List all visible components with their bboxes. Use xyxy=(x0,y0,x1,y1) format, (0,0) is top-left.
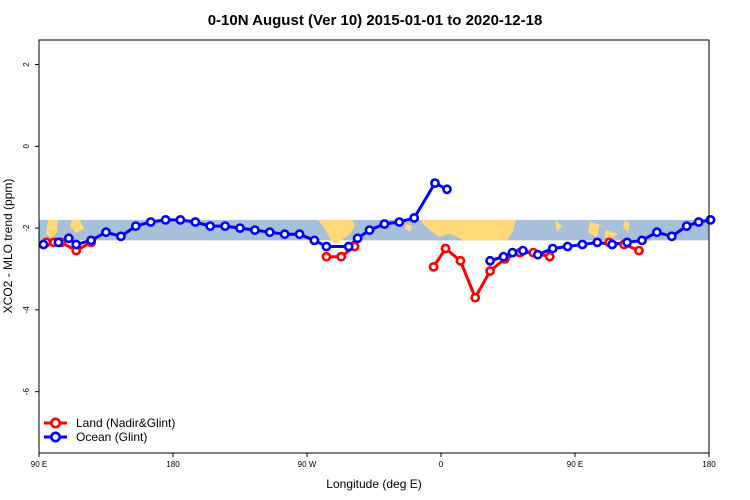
chart-title: 0-10N August (Ver 10) 2015-01-01 to 2020… xyxy=(208,12,543,29)
y-tick-label: -6 xyxy=(22,388,31,396)
land-nadir-glint-point xyxy=(544,251,555,262)
ocean-glint-point xyxy=(430,178,440,188)
x-tick-label: 180 xyxy=(166,460,180,469)
ocean-glint-point xyxy=(562,241,573,252)
ocean-glint-point xyxy=(498,251,509,262)
ocean-glint-point xyxy=(607,239,618,250)
y-tick-label: -4 xyxy=(22,306,31,314)
ocean-glint-point xyxy=(622,237,632,248)
ocean-glint-point xyxy=(705,214,716,225)
land-shape xyxy=(405,223,412,232)
ocean-glint-point xyxy=(63,233,74,244)
land-nadir-glint-point xyxy=(321,251,332,262)
ocean-glint-point xyxy=(264,227,275,238)
ocean-glint-point xyxy=(681,221,692,231)
ocean-glint-point xyxy=(220,221,230,231)
ocean-glint-point xyxy=(379,219,390,229)
legend: Land (Nadir&Glint)Ocean (Glint) xyxy=(44,416,175,444)
ocean-glint-point xyxy=(116,231,126,242)
ocean-glint-point xyxy=(235,223,245,233)
land-nadir-glint-point xyxy=(470,292,481,303)
legend-marker-land-nadir-glint xyxy=(49,417,61,429)
ocean-glint-point xyxy=(160,214,171,225)
y-tick-label: 0 xyxy=(22,144,31,149)
ocean-glint-point xyxy=(130,221,141,231)
land-shape xyxy=(318,219,355,244)
x-axis-title: Longitude (deg E) xyxy=(326,477,421,491)
ocean-glint-point xyxy=(409,212,420,223)
x-tick-label: 180 xyxy=(702,460,716,469)
ocean-glint-point xyxy=(518,245,528,256)
ocean-glint-point xyxy=(577,239,588,250)
ocean-glint-point xyxy=(507,247,518,258)
legend-marker-ocean-glint xyxy=(49,431,61,443)
land-shape xyxy=(46,219,58,239)
ocean-glint-point xyxy=(321,241,332,252)
ocean-glint-point xyxy=(145,217,156,227)
legend-label-land-nadir-glint: Land (Nadir&Glint) xyxy=(76,416,175,430)
ocean-glint-point xyxy=(592,237,603,248)
land-nadir-glint-point xyxy=(455,255,466,266)
ocean-glint-point xyxy=(101,227,111,238)
ocean-glint-point xyxy=(547,243,558,254)
ocean-glint-point xyxy=(71,239,82,250)
x-tick-label: 90 W xyxy=(298,460,317,469)
land-nadir-glint-point xyxy=(336,251,347,262)
ocean-glint-point xyxy=(38,239,49,250)
land-shape xyxy=(70,219,84,233)
ocean-glint-point xyxy=(190,217,201,227)
ocean-glint-point xyxy=(485,255,495,266)
ocean-glint-point xyxy=(352,233,363,244)
land-nadir-glint-point xyxy=(485,266,495,276)
ocean-glint-point xyxy=(279,229,290,240)
land-nadir-glint-point xyxy=(428,261,439,272)
x-tick-label: 90 E xyxy=(31,460,47,469)
ocean-glint-point xyxy=(86,235,96,246)
ocean-glint-point xyxy=(652,227,662,238)
ocean-glint-point xyxy=(394,217,405,227)
land-nadir-glint-point xyxy=(440,243,451,254)
land-shape xyxy=(588,221,600,238)
ocean-glint-point xyxy=(294,229,305,240)
ocean-glint-point xyxy=(249,225,260,235)
land-shape xyxy=(623,219,630,232)
ocean-glint-point xyxy=(442,184,452,195)
ocean-glint-point xyxy=(637,235,647,246)
ocean-glint-point xyxy=(309,235,320,246)
land-nadir-glint-point xyxy=(634,245,644,256)
y-axis-title: XCO2 - MLO trend (ppm) xyxy=(1,179,15,314)
ocean-glint-point xyxy=(175,214,186,225)
legend-label-ocean-glint: Ocean (Glint) xyxy=(76,430,147,444)
y-tick-label: -2 xyxy=(22,224,31,232)
ocean-glint-point xyxy=(343,241,354,252)
ocean-glint-point xyxy=(364,225,375,235)
y-tick-label: 2 xyxy=(22,62,31,67)
plot-frame xyxy=(38,39,710,454)
ocean-glint-point xyxy=(532,249,543,260)
x-tick-label: 0 xyxy=(439,460,444,469)
land-shape xyxy=(420,219,516,241)
land-shape xyxy=(555,219,562,232)
land-shape xyxy=(604,229,618,239)
x-tick-label: 90 E xyxy=(567,460,583,469)
ocean-glint-point xyxy=(53,237,64,248)
ocean-glint-point xyxy=(666,231,677,242)
ocean-glint-point xyxy=(205,221,216,231)
ocean-glint-point xyxy=(693,217,704,227)
